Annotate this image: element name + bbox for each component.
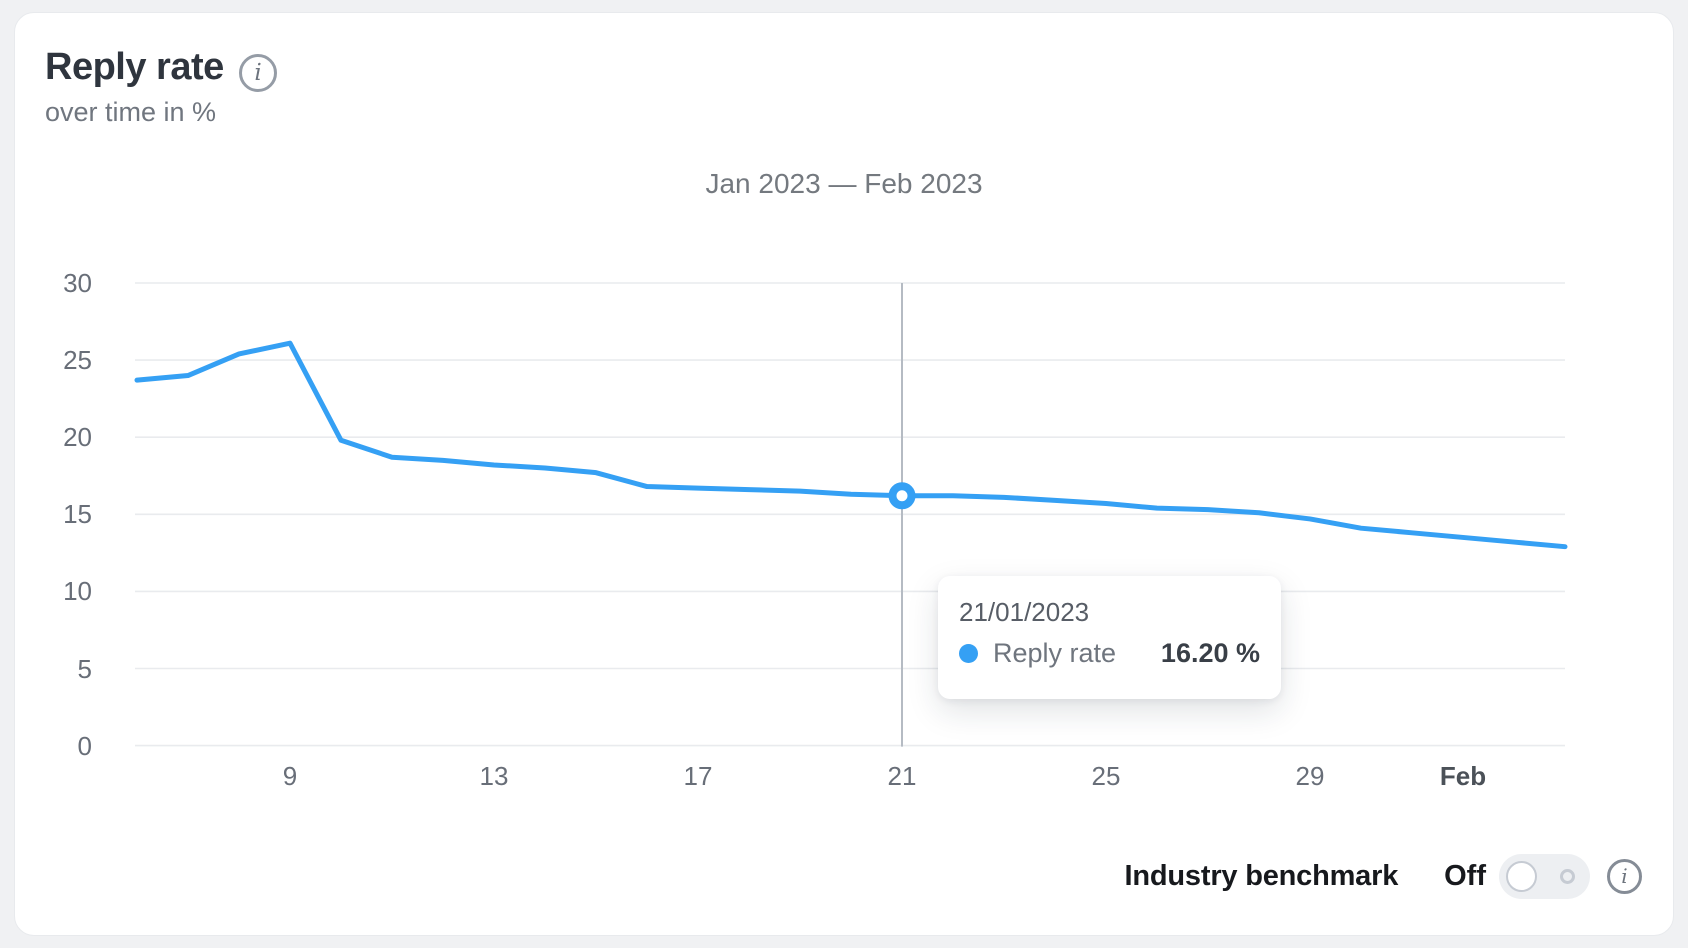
y-axis-label: 10 (63, 576, 92, 607)
toggle-knob[interactable] (1506, 860, 1537, 892)
benchmark-toggle[interactable] (1499, 853, 1590, 899)
y-axis-label: 30 (63, 268, 92, 298)
highlight-marker[interactable] (888, 482, 916, 510)
reply-rate-line (134, 340, 1568, 550)
reply-rate-card (14, 12, 1674, 936)
y-axis-label: 25 (63, 345, 92, 376)
benchmark-info-icon[interactable]: i (1607, 858, 1642, 894)
info-glyph: i (254, 60, 262, 86)
y-axis-label: 0 (77, 730, 92, 761)
x-axis-label: 29 (1295, 761, 1325, 791)
toggle-off-ring-icon (1560, 868, 1575, 884)
card-subtitle: over time in % (45, 97, 217, 127)
tooltip-series-row: Reply rate 16.20 % (959, 638, 1260, 669)
series-dot-icon (959, 644, 978, 663)
benchmark-controls: Industry benchmark Off i (1125, 853, 1642, 899)
chart-date-range: Jan 2023 — Feb 2023 (705, 168, 983, 199)
x-axis-label: 21 (887, 761, 917, 791)
reply-rate-info-icon[interactable]: i (239, 54, 277, 92)
info-glyph: i (1621, 864, 1628, 888)
tooltip-series-label: Reply rate (993, 638, 1117, 668)
card-title: Reply rate (45, 46, 224, 88)
x-axis-label: 9 (282, 761, 298, 791)
industry-benchmark-label: Industry benchmark (1124, 859, 1399, 892)
tooltip-date: 21/01/2023 (959, 597, 1090, 627)
x-axis-label: 13 (479, 761, 509, 791)
chart-tooltip: 21/01/2023 Reply rate 16.20 % (938, 576, 1281, 699)
toggle-state-label: Off (1444, 859, 1486, 892)
x-axis-label: 17 (683, 761, 713, 791)
y-axis-label: 5 (77, 653, 92, 684)
x-axis-label: 25 (1091, 761, 1121, 791)
y-axis-label: 20 (63, 422, 92, 453)
y-axis-label: 15 (63, 499, 92, 530)
tooltip-value: 16.20 % (1160, 638, 1260, 668)
x-axis-label: Feb (1439, 761, 1487, 791)
